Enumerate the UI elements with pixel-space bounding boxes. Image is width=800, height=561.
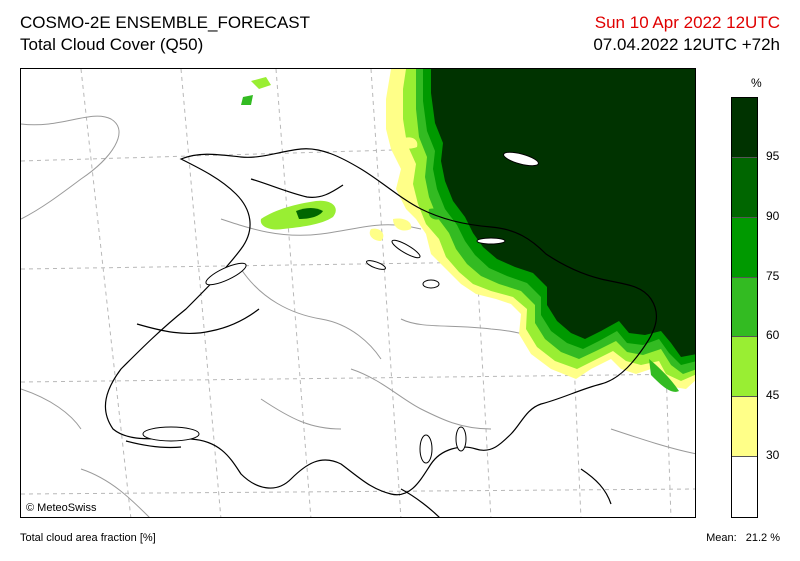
legend-swatch [732,337,757,398]
header-left: COSMO-2E ENSEMBLE_FORECAST Total Cloud C… [20,12,310,56]
legend-swatch [732,457,757,517]
map-canvas [21,69,695,517]
legend-label: 90 [766,208,780,223]
map-credit: © MeteoSwiss [26,502,97,514]
legend-label: 45 [766,388,780,403]
header-right: Sun 10 Apr 2022 12UTC 07.04.2022 12UTC +… [593,12,780,56]
footer-mean: Mean: 21.2 % [700,532,780,544]
cloud-cover-field [241,69,695,392]
legend-swatch [732,217,757,278]
colorbar-legend [731,97,758,518]
legend-label: 60 [766,328,780,343]
legend-label: 30 [766,448,780,463]
mean-label: Mean: [706,532,737,544]
legend-swatch [732,397,757,458]
legend-swatch [732,157,757,218]
legend-label: 95 [766,148,780,163]
legend-swatch [732,277,757,338]
lakes [142,151,539,464]
country-borders [104,148,658,517]
parameter-title: Total Cloud Cover (Q50) [20,35,204,54]
model-title: COSMO-2E ENSEMBLE_FORECAST [20,13,311,32]
valid-time: Sun 10 Apr 2022 12UTC [594,13,780,32]
map-panel [20,68,696,518]
legend-swatch [732,98,757,158]
footer-description: Total cloud area fraction [%] [20,532,156,544]
legend-unit: % [751,76,762,90]
legend-label: 75 [766,268,780,283]
mean-value: 21.2 % [745,532,780,544]
run-time: 07.04.2022 12UTC +72h [593,35,780,54]
